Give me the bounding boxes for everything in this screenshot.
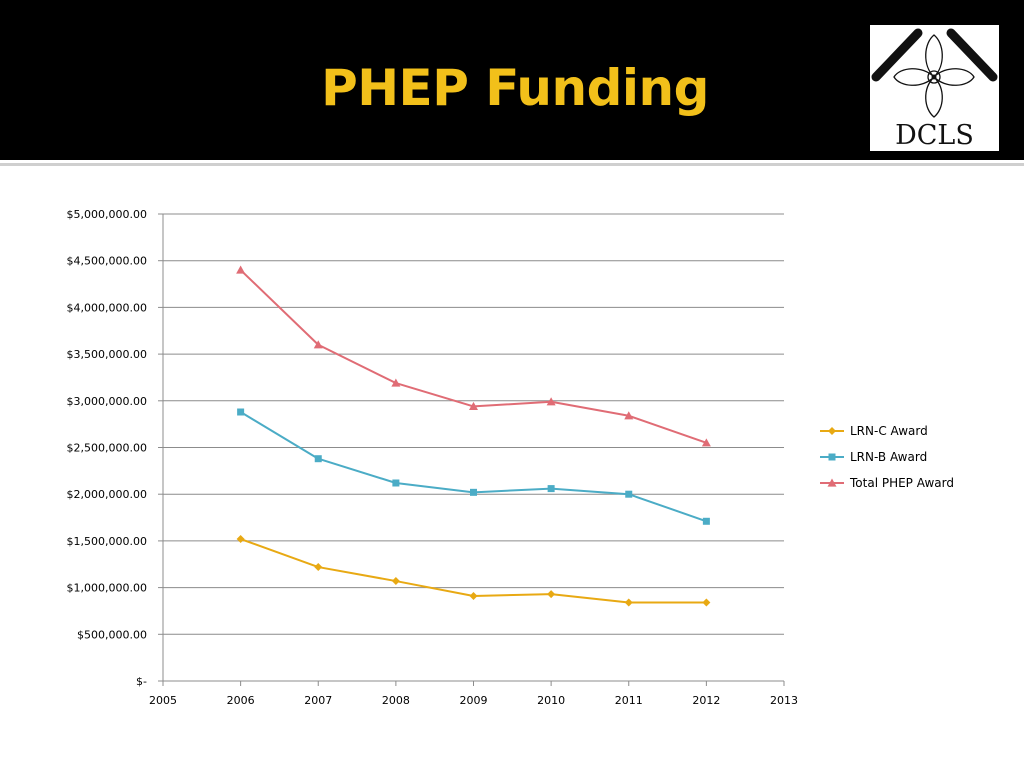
series: [236, 265, 711, 607]
square-marker: [392, 479, 400, 487]
legend-item: Total PHEP Award: [820, 476, 954, 490]
x-tick-label: 2007: [304, 694, 332, 707]
legend-label: LRN-B Award: [850, 450, 927, 464]
legend-item: LRN-C Award: [820, 424, 928, 438]
triangle-marker: [827, 478, 837, 487]
y-tick-label: $3,500,000.00: [67, 348, 147, 361]
triangle-marker: [546, 397, 556, 406]
y-tick-label: $-: [136, 675, 147, 688]
diamond-marker: [828, 427, 836, 435]
y-tick-label: $5,000,000.00: [67, 208, 147, 221]
x-tick-label: 2012: [692, 694, 720, 707]
x-tick-label: 2005: [149, 694, 177, 707]
diamond-marker: [469, 592, 478, 601]
y-tick-label: $4,500,000.00: [67, 255, 147, 268]
triangle-marker: [469, 401, 478, 411]
series-line: [239, 269, 707, 444]
dogwood-flower-icon: [871, 28, 998, 118]
series-total-phep-award: [236, 265, 711, 447]
y-tick-label: $4,000,000.00: [67, 301, 147, 314]
x-tick-label: 2010: [537, 694, 565, 707]
legend: LRN-C Award LRN-B Award Total PHEP Award: [820, 424, 954, 490]
square-marker: [470, 488, 477, 496]
x-tick-label: 2009: [460, 694, 488, 707]
axes: [158, 213, 785, 686]
y-tick-label: $1,000,000.00: [67, 582, 147, 595]
square-marker: [702, 517, 710, 525]
legend-label: Total PHEP Award: [849, 476, 954, 490]
x-axis-ticks: 2005 2006 2007 2008 2009 2010 2011 2012 2013: [149, 694, 798, 707]
logo-text: DCLS: [895, 120, 974, 151]
triangle-marker: [236, 265, 246, 274]
header-divider-shadow: [0, 163, 1024, 166]
slide-header: PHEP Funding DCLS: [0, 0, 1024, 160]
square-marker: [237, 408, 245, 416]
square-marker: [314, 455, 322, 463]
triangle-marker: [701, 438, 711, 447]
series-lrn-b-award: [237, 408, 710, 525]
square-marker: [625, 490, 633, 498]
dcls-logo: DCLS: [870, 25, 999, 151]
x-tick-label: 2013: [770, 694, 798, 707]
gridlines: [163, 213, 784, 635]
legend-item: LRN-B Award: [820, 450, 927, 464]
square-marker: [828, 453, 836, 461]
diamond-marker: [236, 535, 245, 544]
y-tick-label: $2,000,000.00: [67, 488, 147, 501]
series-line: [240, 411, 707, 523]
y-axis-ticks: $- $500,000.00 $1,000,000.00 $1,500,000.00 $…: [67, 208, 148, 688]
triangle-marker: [391, 378, 401, 387]
x-tick-label: 2011: [615, 694, 643, 707]
y-tick-label: $1,500,000.00: [67, 535, 147, 548]
triangle-marker: [624, 411, 634, 420]
header-divider: [0, 160, 1024, 163]
slide-title: PHEP Funding: [321, 59, 709, 117]
diamond-marker: [624, 598, 633, 607]
diamond-marker: [391, 577, 400, 586]
y-tick-label: $2,500,000.00: [67, 442, 147, 455]
diamond-marker: [547, 590, 556, 599]
diamond-marker: [314, 563, 323, 572]
legend-label: LRN-C Award: [850, 424, 928, 438]
x-tick-label: 2006: [227, 694, 255, 707]
y-tick-label: $3,000,000.00: [67, 395, 147, 408]
series-lrn-c-award: [236, 535, 711, 607]
x-tick-label: 2008: [382, 694, 410, 707]
diamond-marker: [702, 598, 711, 607]
square-marker: [547, 485, 555, 493]
triangle-marker: [313, 340, 323, 349]
y-tick-label: $500,000.00: [77, 628, 147, 641]
